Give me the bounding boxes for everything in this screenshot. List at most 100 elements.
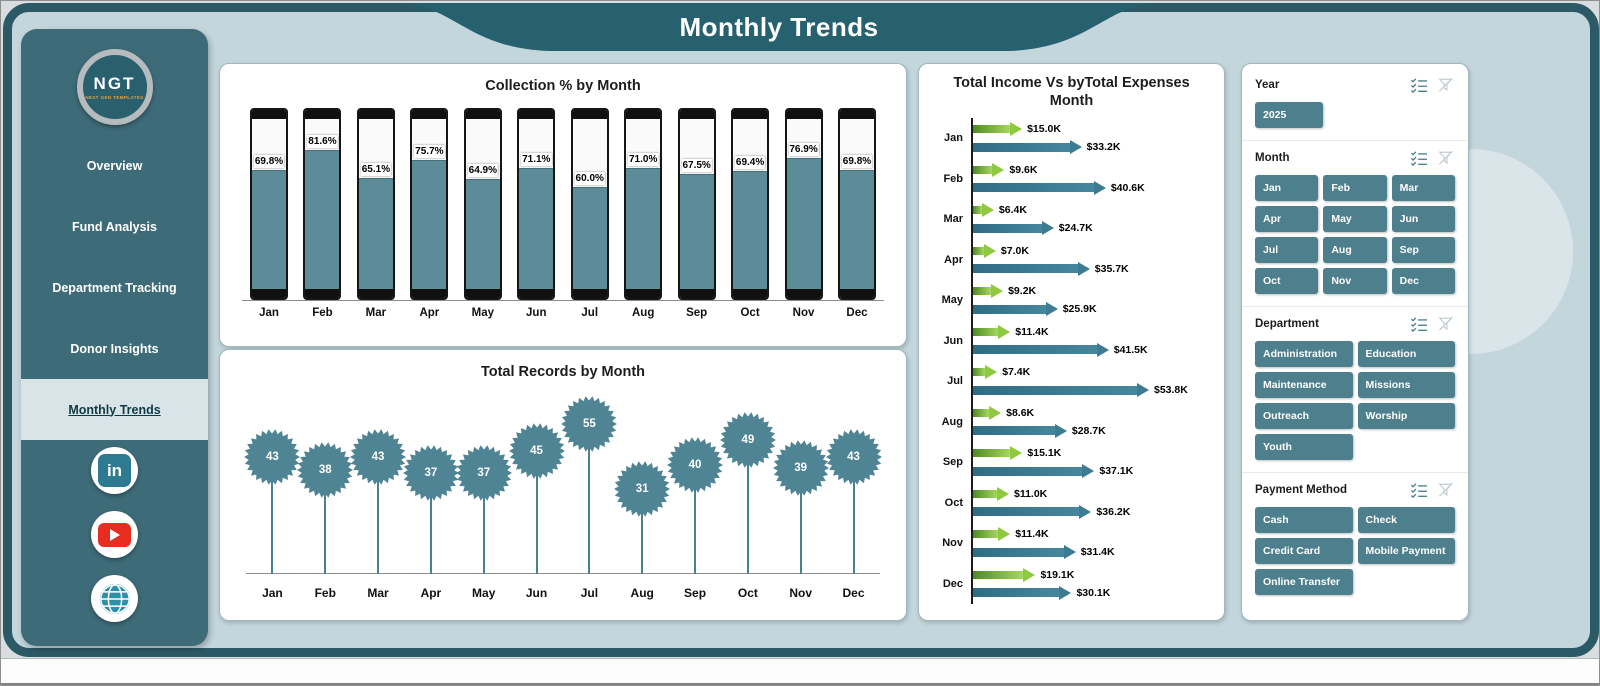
arrow-head-icon [989,405,1002,420]
battery-bottom-cap [465,289,500,298]
battery-bar: 69.8% [250,108,288,300]
clear-filter-icon[interactable] [1437,482,1455,498]
slicer-option-jan[interactable]: Jan [1255,175,1319,201]
axis-label: Nov [789,586,813,600]
record-burst-icon: 43 [825,428,882,485]
arrow-head-icon [998,527,1011,542]
total-income-arrow: $15.0K [973,122,1218,137]
clear-filter-icon[interactable] [1437,316,1455,332]
slicer-option-youth[interactable]: Youth [1255,434,1353,460]
slicer-option-missions[interactable]: Missions [1357,372,1455,398]
bottom-strip [1,658,1599,685]
slicer-option-may[interactable]: May [1323,206,1387,232]
battery-bar: 69.8% [837,108,876,300]
sidebar-item-monthly-trends[interactable]: Monthly Trends [21,379,208,440]
slicer-option-dec[interactable]: Dec [1391,268,1455,294]
total-expenses-arrow: $41.5K [973,342,1218,357]
value-label: $40.6K [1110,181,1145,194]
slicer-option-feb[interactable]: Feb [1323,175,1387,201]
slicer-option-worship[interactable]: Worship [1357,403,1455,429]
value-label: $15.0K [1027,123,1061,136]
total-income-arrow: $15.1K [973,446,1218,461]
axis-label: Oct [944,496,963,509]
axis-label: Dec [846,307,868,319]
arrow-head-icon [1010,122,1023,137]
slicer-option-cash[interactable]: Cash [1255,507,1353,533]
axis-label: Feb [312,307,333,319]
slicer-option-apr[interactable]: Apr [1255,206,1319,232]
select-all-icon[interactable] [1410,150,1428,166]
slicer-option-jun[interactable]: Jun [1391,206,1455,232]
slicer-option-2025[interactable]: 2025 [1255,102,1323,128]
axis-label: Sep [686,307,708,319]
axis-label: Jun [526,307,547,319]
axis-label: Aug [630,586,654,600]
record-value: 43 [847,450,860,463]
axis-label: Aug [941,415,963,428]
slicer-option-credit-card[interactable]: Credit Card [1255,538,1353,564]
arrow-head-icon [998,324,1011,339]
logo-subtext: NEXT GEN TEMPLATES [85,95,144,100]
arrow-head-icon [991,284,1004,299]
select-all-icon[interactable] [1410,316,1428,332]
axis-label: Feb [943,172,963,185]
clear-filter-icon[interactable] [1437,150,1455,166]
slicer-option-outreach[interactable]: Outreach [1255,403,1353,429]
clear-filter-icon[interactable] [1437,77,1455,93]
record-lollipop: 43 Dec [825,386,882,600]
lollipop-stem [641,489,644,574]
income-expense-row: $11.0K $36.2K [973,483,1218,524]
slicer-option-sep[interactable]: Sep [1391,237,1455,263]
select-all-icon[interactable] [1410,77,1428,93]
battery-fill [786,158,821,289]
slicers: Year 2025 Month Jan Feb Mar Apr May Jun Jul Aug Sep… [1242,68,1468,607]
slicer-option-mar[interactable]: Mar [1391,175,1455,201]
slicer-option-jul[interactable]: Jul [1255,237,1319,263]
total-income-arrow: $19.1K [973,567,1218,582]
globe-icon[interactable] [91,575,138,622]
sidebar-item-donor-insights[interactable]: Donor Insights [70,341,159,356]
battery-top-cap [358,110,393,119]
record-burst-icon: 31 [614,461,671,518]
slicer-option-online-transfer[interactable]: Online Transfer [1255,569,1353,595]
slicer-title: Department [1255,318,1319,330]
value-label: $33.2K [1086,141,1121,154]
bar-value-label: 64.9% [467,163,498,177]
slicer-option-administration[interactable]: Administration [1255,341,1353,367]
collection-axis: Jan Feb Mar Apr May Jun Jul Aug Sep Oct Nov Dec [242,300,884,319]
page-title: Monthly Trends [679,12,879,42]
sidebar-item-overview[interactable]: Overview [86,158,143,173]
arrow-head-icon [992,162,1005,177]
income-expense-row: $11.4K $31.4K [973,523,1218,564]
sidebar-item-fund-analysis[interactable]: Fund Analysis [72,219,157,234]
value-label: $11.4K [1015,528,1049,541]
axis-label: Oct [737,586,758,600]
youtube-icon[interactable] [91,511,138,558]
income-expense-row: $15.1K $37.1K [973,442,1218,483]
value-label: $6.4K [998,204,1027,217]
slicer-option-check[interactable]: Check [1357,507,1455,533]
battery-top-cap [412,110,447,119]
lollipop-stem [588,424,591,574]
slicer-option-mobile-payment[interactable]: Mobile Payment [1357,538,1455,564]
slicer-option-nov[interactable]: Nov [1323,268,1387,294]
linkedin-icon[interactable]: in [91,447,138,494]
total-expenses-arrow: $53.8K [973,383,1218,398]
total-expenses-arrow: $36.2K [973,504,1218,519]
battery-bottom-cap [733,289,768,298]
select-all-icon[interactable] [1410,482,1428,498]
slicer-option-maintenance[interactable]: Maintenance [1255,372,1353,398]
slicer-option-oct[interactable]: Oct [1255,268,1319,294]
battery-top-cap [626,110,661,119]
battery-fill [626,168,661,289]
record-value: 39 [794,461,808,474]
slicer-option-education[interactable]: Education [1357,341,1455,367]
arrow-head-icon [1063,545,1076,560]
bar-value-label: 81.6% [307,135,338,149]
axis-label: Feb [314,586,336,600]
axis-label: Mar [943,213,963,226]
sidebar-item-department-tracking[interactable]: Department Tracking [52,280,177,295]
axis-label: Jul [580,586,599,600]
record-burst-icon: 40 [667,437,724,493]
slicer-option-aug[interactable]: Aug [1323,237,1387,263]
